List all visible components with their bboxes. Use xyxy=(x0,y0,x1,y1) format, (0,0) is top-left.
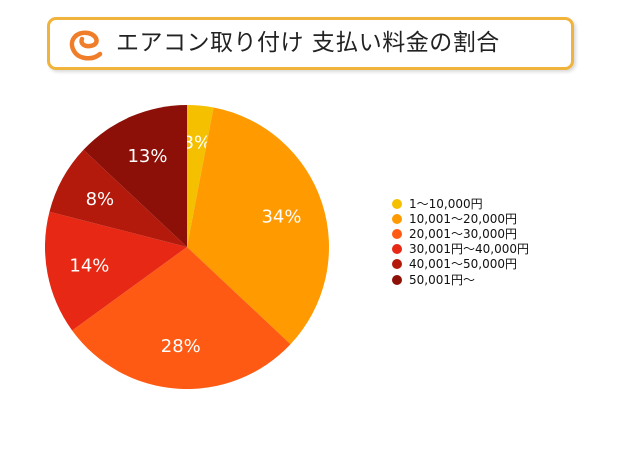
legend-swatch xyxy=(392,274,402,285)
pie-slice-label: 13% xyxy=(127,146,167,167)
legend-item: 50,001円〜 xyxy=(392,272,592,287)
legend-label: 30,001円〜40,000円 xyxy=(409,242,529,257)
legend-item: 30,001円〜40,000円 xyxy=(392,242,592,257)
pie-slice-label: 8% xyxy=(86,189,115,210)
legend-item: 40,001〜50,000円 xyxy=(392,257,592,272)
legend: 1〜10,000円 10,001〜20,000円 20,001〜30,000円 30,… xyxy=(392,196,592,287)
pie-slice xyxy=(83,105,187,247)
legend-item: 1〜10,000円 xyxy=(392,196,592,211)
pie-slice xyxy=(187,107,329,345)
legend-swatch xyxy=(392,213,402,224)
page-title: エアコン取り付け 支払い料金の割合 xyxy=(116,30,500,56)
pie-slice xyxy=(187,105,214,247)
pie-slice-label: 34% xyxy=(261,206,301,227)
legend-swatch xyxy=(392,198,402,209)
legend-swatch xyxy=(392,244,402,255)
orange-c-logo-icon xyxy=(69,30,103,61)
legend-item: 20,001〜30,000円 xyxy=(392,226,592,241)
pie-slice xyxy=(44,211,188,331)
legend-swatch xyxy=(392,259,402,270)
pie-slice-label: 3% xyxy=(183,132,212,153)
legend-label: 40,001〜50,000円 xyxy=(409,257,517,272)
pie-slice xyxy=(72,247,291,390)
legend-label: 50,001円〜 xyxy=(409,272,475,287)
legend-label: 10,001〜20,000円 xyxy=(409,211,517,226)
pie-slice-label: 28% xyxy=(161,336,201,357)
legend-label: 1〜10,000円 xyxy=(409,196,483,211)
pie-slice xyxy=(49,149,188,247)
pie-slice-label: 14% xyxy=(69,256,109,277)
title-box: エアコン取り付け 支払い料金の割合 xyxy=(47,17,574,70)
legend-swatch xyxy=(392,228,402,239)
legend-label: 20,001〜30,000円 xyxy=(409,226,517,241)
legend-item: 10,001〜20,000円 xyxy=(392,211,592,226)
